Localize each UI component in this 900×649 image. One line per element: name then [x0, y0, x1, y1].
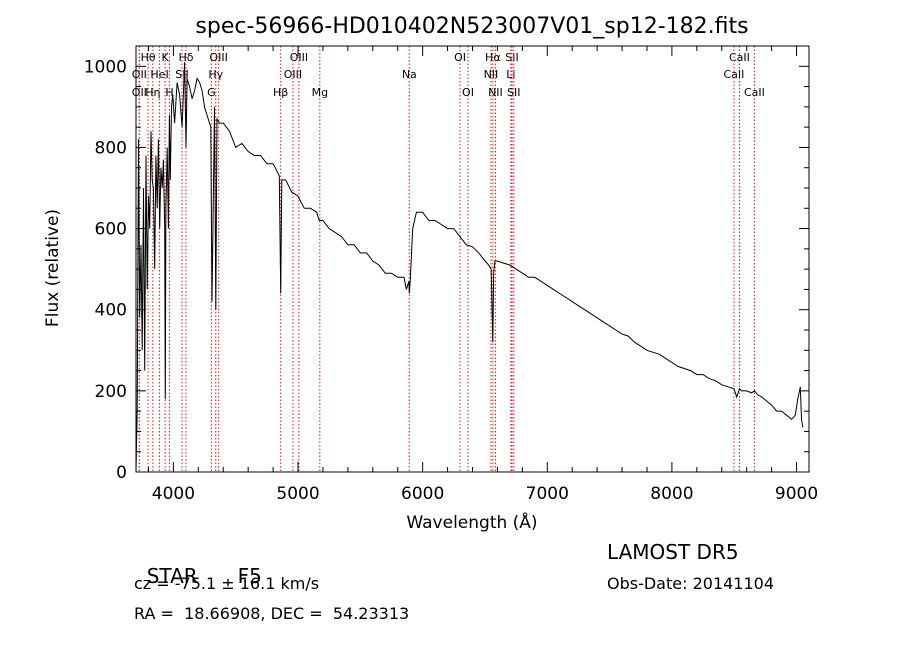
- class-label: STAR: [146, 564, 198, 588]
- line-marker-label: Hγ: [208, 68, 223, 81]
- y-axis-label: Flux (relative): [43, 209, 63, 327]
- line-marker-label: H: [165, 86, 173, 99]
- y-tick-label: 400: [95, 301, 127, 321]
- x-tick-label: 4000: [152, 484, 195, 504]
- x-tick-label: 8000: [650, 484, 693, 504]
- line-marker-label: Hη: [145, 86, 160, 99]
- x-tick-label: 9000: [775, 484, 818, 504]
- line-marker-label: Mg: [312, 86, 328, 99]
- y-tick-label: 0: [116, 463, 127, 483]
- y-tick-label: 200: [95, 382, 127, 402]
- line-marker-label: NII: [488, 86, 503, 99]
- object-class: STAR F5: [134, 540, 262, 588]
- line-marker-label: Na: [402, 68, 417, 81]
- line-marker-label: SII: [505, 51, 518, 64]
- line-marker-label: Li: [506, 68, 515, 81]
- chart-title: spec-56966-HD010402N523007V01_sp12-182.f…: [195, 14, 748, 39]
- line-marker-label: Hβ: [273, 86, 288, 99]
- line-marker-label: Hα: [485, 51, 501, 64]
- line-marker-label: SII: [507, 86, 520, 99]
- redshift-line: cz = -75.1 ± 16.1 km/s: [134, 574, 320, 593]
- x-tick-label: 6000: [401, 484, 444, 504]
- line-marker-label: SII: [175, 68, 188, 81]
- survey-label: LAMOST DR5: [607, 540, 739, 564]
- line-marker-label: G: [207, 86, 216, 99]
- line-marker-label: OI: [462, 86, 474, 99]
- line-marker-label: Hθ: [141, 51, 156, 64]
- y-tick-label: 1000: [84, 57, 127, 77]
- x-tick-label: 5000: [276, 484, 319, 504]
- subclass-label: F5: [237, 564, 262, 588]
- line-marker-label: K: [162, 51, 170, 64]
- line-marker-label: OIII: [290, 51, 308, 64]
- line-marker-label: Hδ: [178, 51, 193, 64]
- obs-date: Obs-Date: 20141104: [607, 574, 775, 593]
- line-marker-label: OIII: [209, 51, 227, 64]
- x-axis-label: Wavelength (Å): [406, 511, 537, 533]
- axes: 4000 5000 6000 7000 8000 9000 0 200 400 600 800 100…: [84, 45, 818, 504]
- line-marker-label: CaII: [744, 86, 765, 99]
- line-marker-label: OIII: [284, 68, 302, 81]
- spectrum-line: [135, 62, 804, 473]
- y-tick-label: 600: [95, 220, 127, 240]
- plot-frame: [135, 45, 810, 473]
- line-marker-label: CaII: [724, 68, 745, 81]
- x-tick-label: 7000: [526, 484, 569, 504]
- y-tick-label: 800: [95, 138, 127, 158]
- line-marker-label: OI: [454, 51, 466, 64]
- line-marker-label: HeI: [150, 68, 168, 81]
- line-marker-label: NII: [484, 68, 499, 81]
- line-marker-label: CaII: [729, 51, 750, 64]
- coordinates: RA = 18.66908, DEC = 54.23313: [134, 604, 410, 623]
